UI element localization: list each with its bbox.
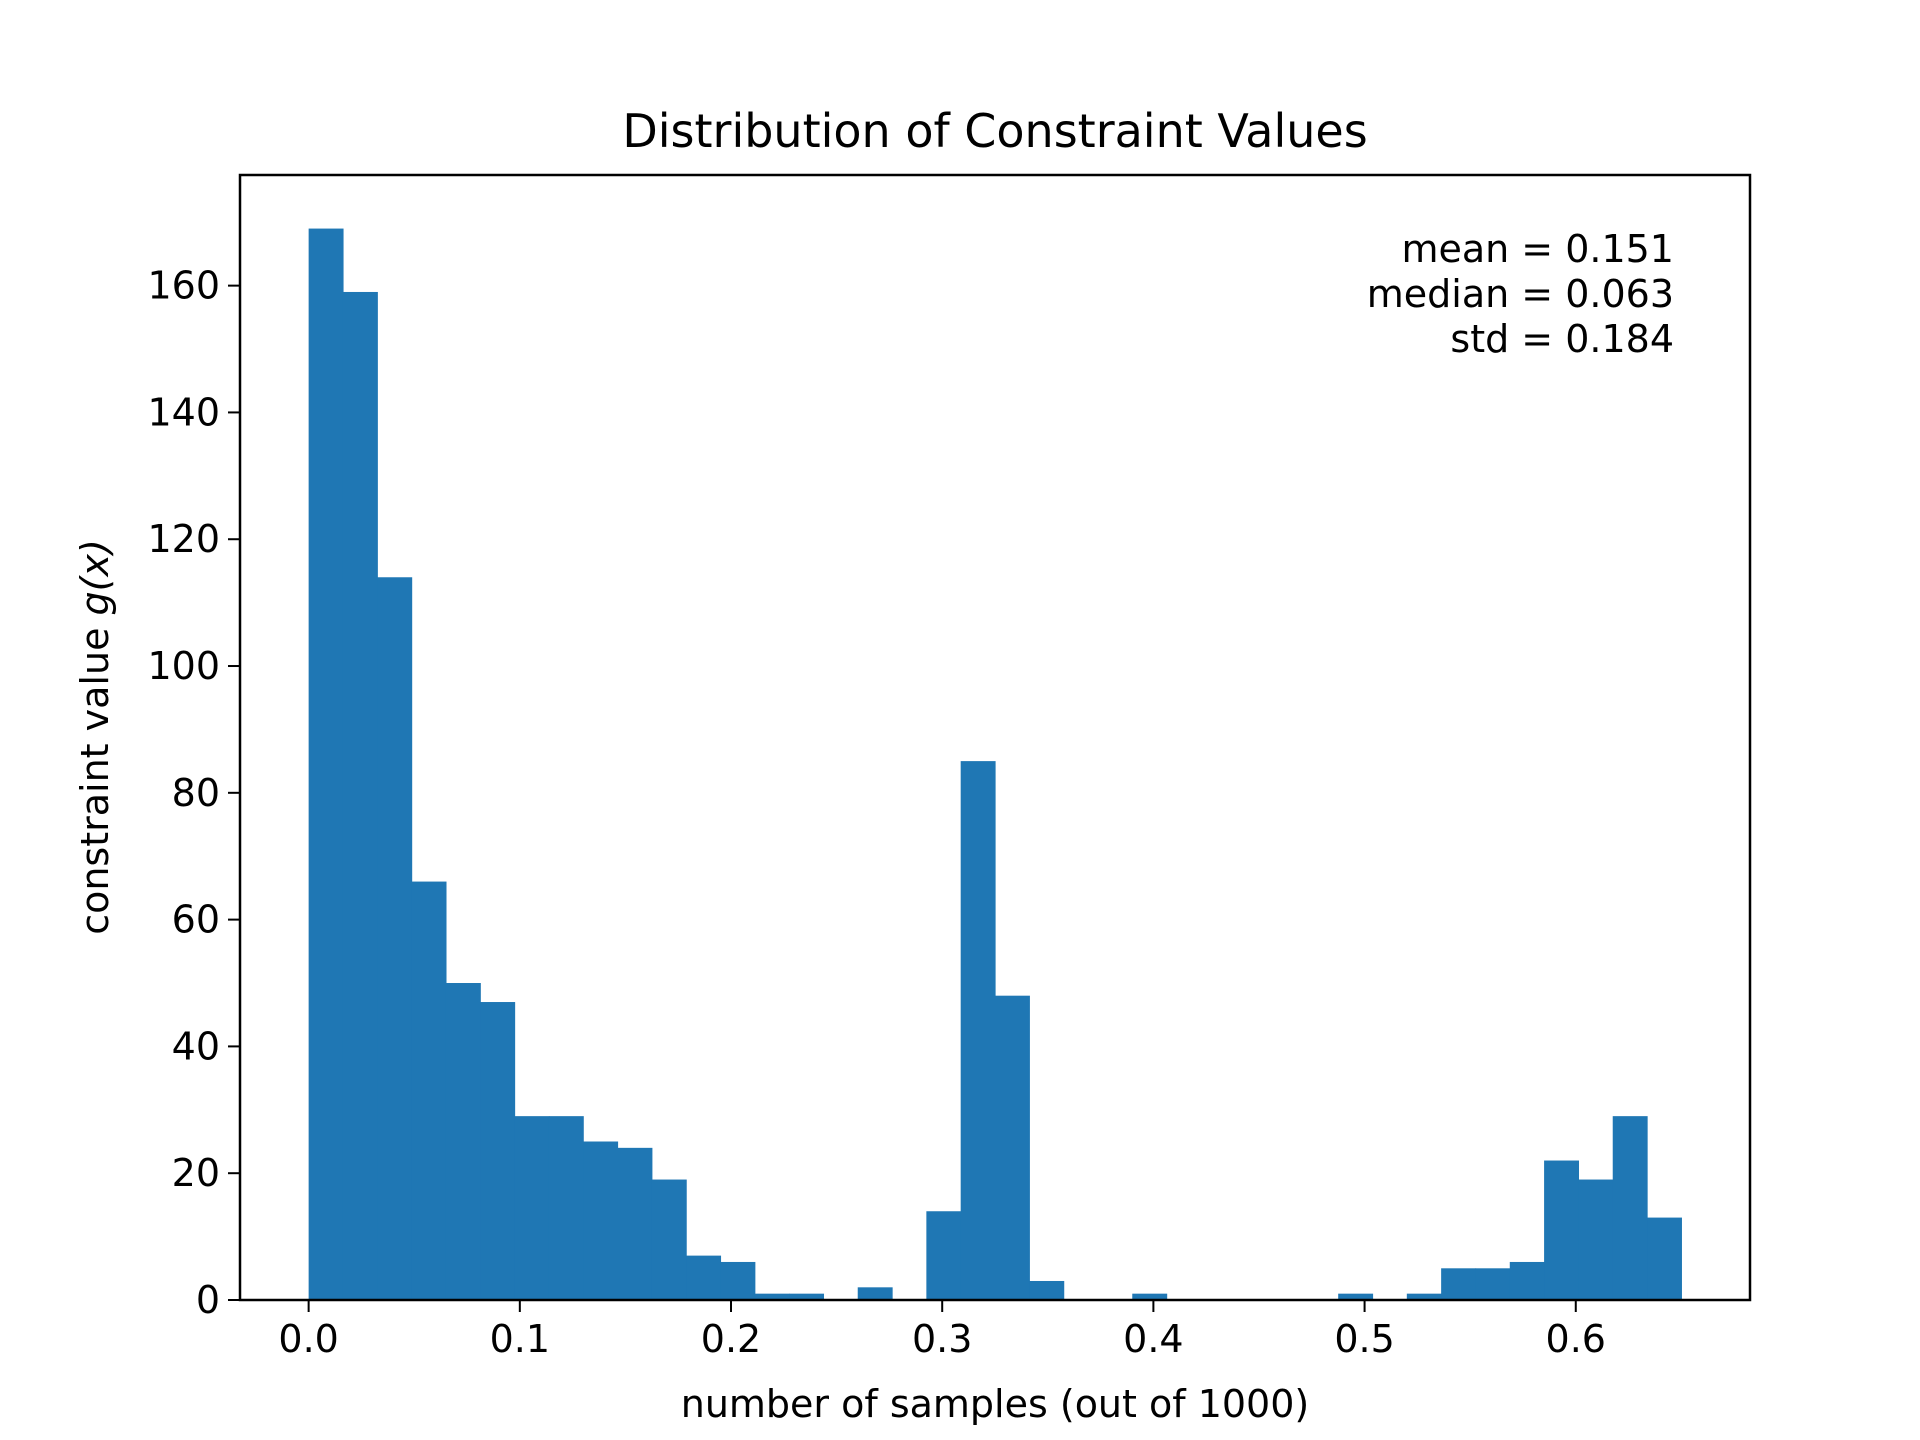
histogram-bar — [789, 1293, 825, 1300]
y-tick-label: 100 — [147, 644, 220, 688]
x-tick-label: 0.6 — [1546, 1317, 1606, 1361]
y-ticks-group: 0 20 40 60 80 100 120 140 160 — [147, 264, 240, 1322]
histogram-bar — [342, 291, 378, 1300]
histogram-bar — [1578, 1179, 1614, 1300]
histogram-bar — [686, 1255, 722, 1300]
x-tick-label: 0.5 — [1334, 1317, 1394, 1361]
histogram-bar — [617, 1147, 653, 1300]
histogram-bar — [995, 995, 1030, 1300]
histogram-bar — [720, 1261, 756, 1300]
histogram-bar — [1544, 1160, 1580, 1300]
histogram-bar — [1406, 1293, 1442, 1300]
histogram-bar — [480, 1002, 516, 1300]
histogram-bar — [1441, 1268, 1477, 1300]
y-tick-label: 80 — [172, 771, 220, 815]
x-tick-label: 0.0 — [278, 1317, 338, 1361]
y-tick-label: 40 — [172, 1024, 220, 1068]
histogram-bar — [308, 228, 344, 1301]
x-tick-label: 0.2 — [701, 1317, 761, 1361]
histogram-bar — [1647, 1217, 1682, 1300]
stat-mean: mean = 0.151 — [1401, 227, 1674, 271]
histogram-bar — [857, 1287, 893, 1300]
histogram-bar — [926, 1211, 962, 1300]
histogram-bar — [548, 1116, 584, 1300]
y-axis-label-math: g(x) — [73, 539, 117, 615]
histogram-bar — [377, 577, 413, 1300]
histogram-bar — [1509, 1261, 1545, 1300]
y-axis-label-text: constraint value — [73, 615, 117, 934]
histogram-bar — [1612, 1116, 1648, 1300]
histogram-bar — [754, 1293, 790, 1300]
y-tick-label: 120 — [147, 517, 220, 561]
stat-std: std = 0.184 — [1450, 317, 1674, 361]
x-tick-label: 0.3 — [912, 1317, 972, 1361]
y-tick-label: 140 — [147, 390, 220, 434]
histogram-bar — [1338, 1293, 1374, 1300]
histogram-bar — [1132, 1293, 1168, 1300]
stat-median: median = 0.063 — [1367, 272, 1674, 316]
x-tick-label: 0.4 — [1123, 1317, 1183, 1361]
x-tick-label: 0.1 — [490, 1317, 550, 1361]
histogram-bar — [651, 1179, 687, 1300]
y-axis-label: constraint value g(x) — [73, 539, 117, 935]
histogram-bar — [445, 983, 481, 1300]
histogram-bar — [514, 1116, 550, 1300]
y-tick-label: 60 — [172, 898, 220, 942]
histogram-bar — [1475, 1268, 1511, 1300]
histogram-bar — [583, 1141, 619, 1300]
y-tick-label: 0 — [196, 1278, 220, 1322]
bars-group — [308, 228, 1682, 1301]
y-tick-label: 20 — [172, 1151, 220, 1195]
y-tick-label: 160 — [147, 264, 220, 308]
plot-frame — [238, 173, 1752, 1302]
histogram-bar — [960, 761, 996, 1300]
x-axis-label: number of samples (out of 1000) — [681, 1382, 1310, 1426]
histogram-bar — [411, 881, 447, 1300]
histogram-bar — [1029, 1280, 1065, 1300]
chart-title: Distribution of Constraint Values — [622, 104, 1367, 158]
x-ticks-group: 0.0 0.1 0.2 0.3 0.4 0.5 0.6 — [278, 1300, 1606, 1361]
